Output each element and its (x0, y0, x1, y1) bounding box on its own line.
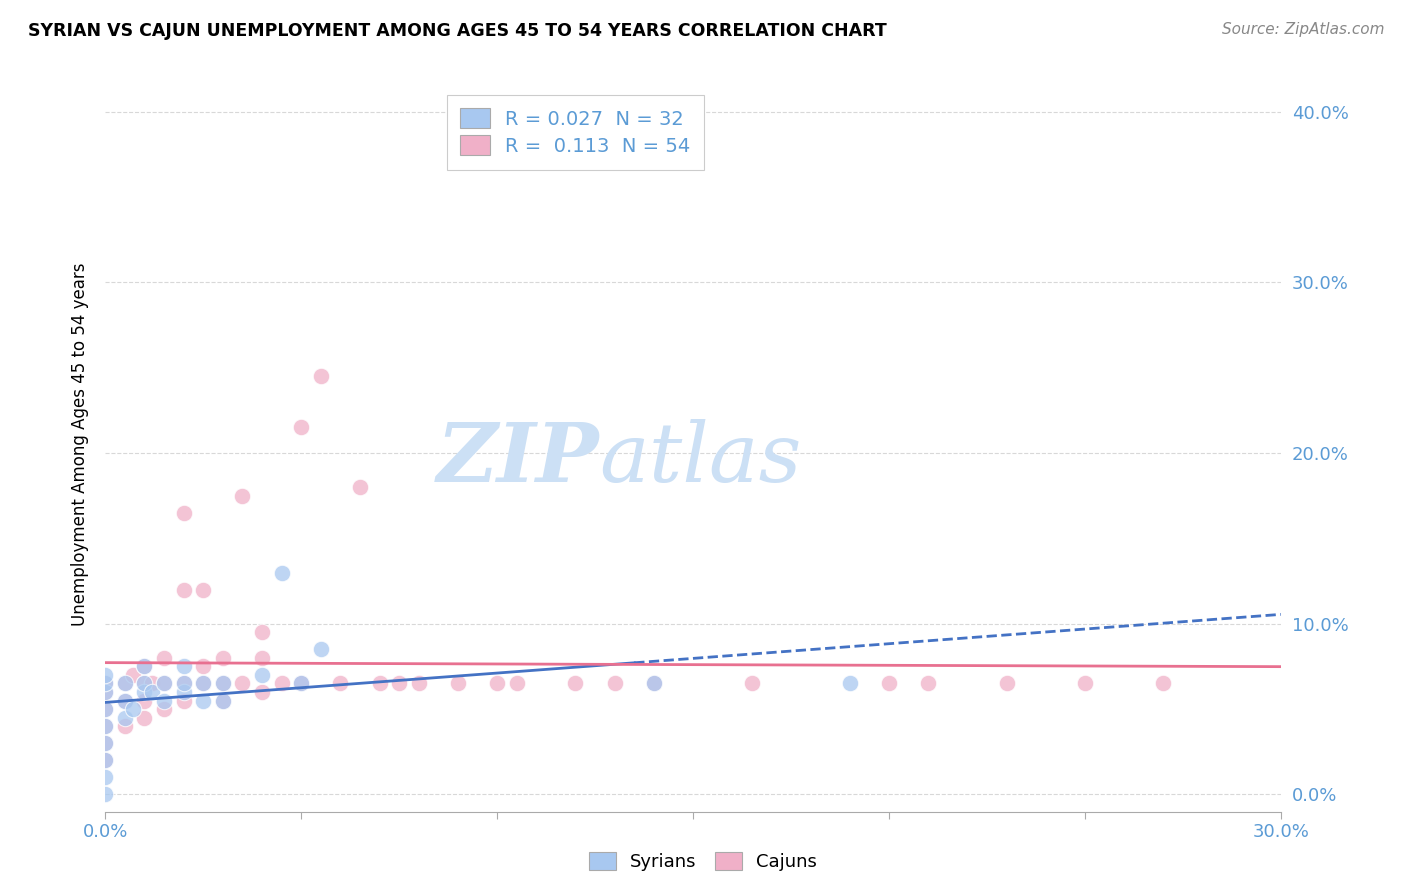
Text: Source: ZipAtlas.com: Source: ZipAtlas.com (1222, 22, 1385, 37)
Point (643, 676, 665, 690)
Point (603, 676, 626, 690)
Point (173, 685, 195, 699)
Point (173, 676, 195, 690)
Point (121, 668, 143, 682)
Point (193, 659, 215, 673)
Point (193, 676, 215, 690)
Point (94, 788, 117, 802)
Point (741, 676, 763, 690)
Point (134, 659, 156, 673)
Point (290, 676, 312, 690)
Point (94, 770, 117, 784)
Point (564, 676, 586, 690)
Point (368, 676, 391, 690)
Point (94, 676, 117, 690)
Point (211, 651, 233, 665)
Point (486, 676, 509, 690)
Point (94, 685, 117, 699)
Legend: R = 0.027  N = 32, R =  0.113  N = 54: R = 0.027 N = 32, R = 0.113 N = 54 (447, 95, 704, 169)
Point (94, 736, 117, 750)
Point (250, 685, 273, 699)
Point (290, 420, 312, 434)
Point (173, 506, 195, 520)
Point (211, 676, 233, 690)
Point (1152, 676, 1174, 690)
Point (94, 676, 117, 690)
Point (447, 676, 470, 690)
Point (173, 693, 195, 707)
Point (250, 651, 273, 665)
Point (114, 693, 136, 707)
Point (349, 480, 371, 494)
Point (94, 719, 117, 733)
Point (94, 719, 117, 733)
Point (134, 676, 156, 690)
Point (114, 719, 136, 733)
Point (94, 736, 117, 750)
Point (141, 685, 163, 699)
Point (388, 676, 411, 690)
Point (211, 693, 233, 707)
Point (1074, 676, 1097, 690)
Point (505, 676, 527, 690)
Point (94, 753, 117, 767)
Point (173, 582, 195, 597)
Point (94, 668, 117, 682)
Text: atlas: atlas (599, 419, 801, 500)
Point (309, 369, 332, 384)
Point (173, 676, 195, 690)
Point (211, 676, 233, 690)
Point (134, 693, 156, 707)
Point (153, 702, 176, 716)
Y-axis label: Unemployment Among Ages 45 to 54 years: Unemployment Among Ages 45 to 54 years (72, 263, 89, 626)
Text: ZIP: ZIP (436, 419, 599, 500)
Point (114, 693, 136, 707)
Point (270, 676, 292, 690)
Point (290, 676, 312, 690)
Point (121, 702, 143, 716)
Point (838, 676, 860, 690)
Legend: Syrians, Cajuns: Syrians, Cajuns (582, 845, 824, 879)
Point (134, 711, 156, 725)
Point (309, 642, 332, 657)
Point (94, 685, 117, 699)
Point (114, 676, 136, 690)
Point (877, 676, 900, 690)
Point (193, 693, 215, 707)
Point (270, 566, 292, 580)
Point (193, 582, 215, 597)
Point (153, 676, 176, 690)
Point (94, 702, 117, 716)
Point (153, 693, 176, 707)
Point (329, 676, 352, 690)
Text: SYRIAN VS CAJUN UNEMPLOYMENT AMONG AGES 45 TO 54 YEARS CORRELATION CHART: SYRIAN VS CAJUN UNEMPLOYMENT AMONG AGES … (28, 22, 887, 40)
Point (114, 676, 136, 690)
Point (211, 693, 233, 707)
Point (134, 659, 156, 673)
Point (141, 676, 163, 690)
Point (134, 676, 156, 690)
Point (134, 685, 156, 699)
Point (995, 676, 1018, 690)
Point (153, 651, 176, 665)
Point (193, 676, 215, 690)
Point (153, 676, 176, 690)
Point (231, 489, 253, 503)
Point (917, 676, 939, 690)
Point (250, 625, 273, 640)
Point (408, 676, 430, 690)
Point (250, 668, 273, 682)
Point (114, 711, 136, 725)
Point (643, 676, 665, 690)
Point (173, 659, 195, 673)
Point (94, 702, 117, 716)
Point (94, 753, 117, 767)
Point (231, 676, 253, 690)
